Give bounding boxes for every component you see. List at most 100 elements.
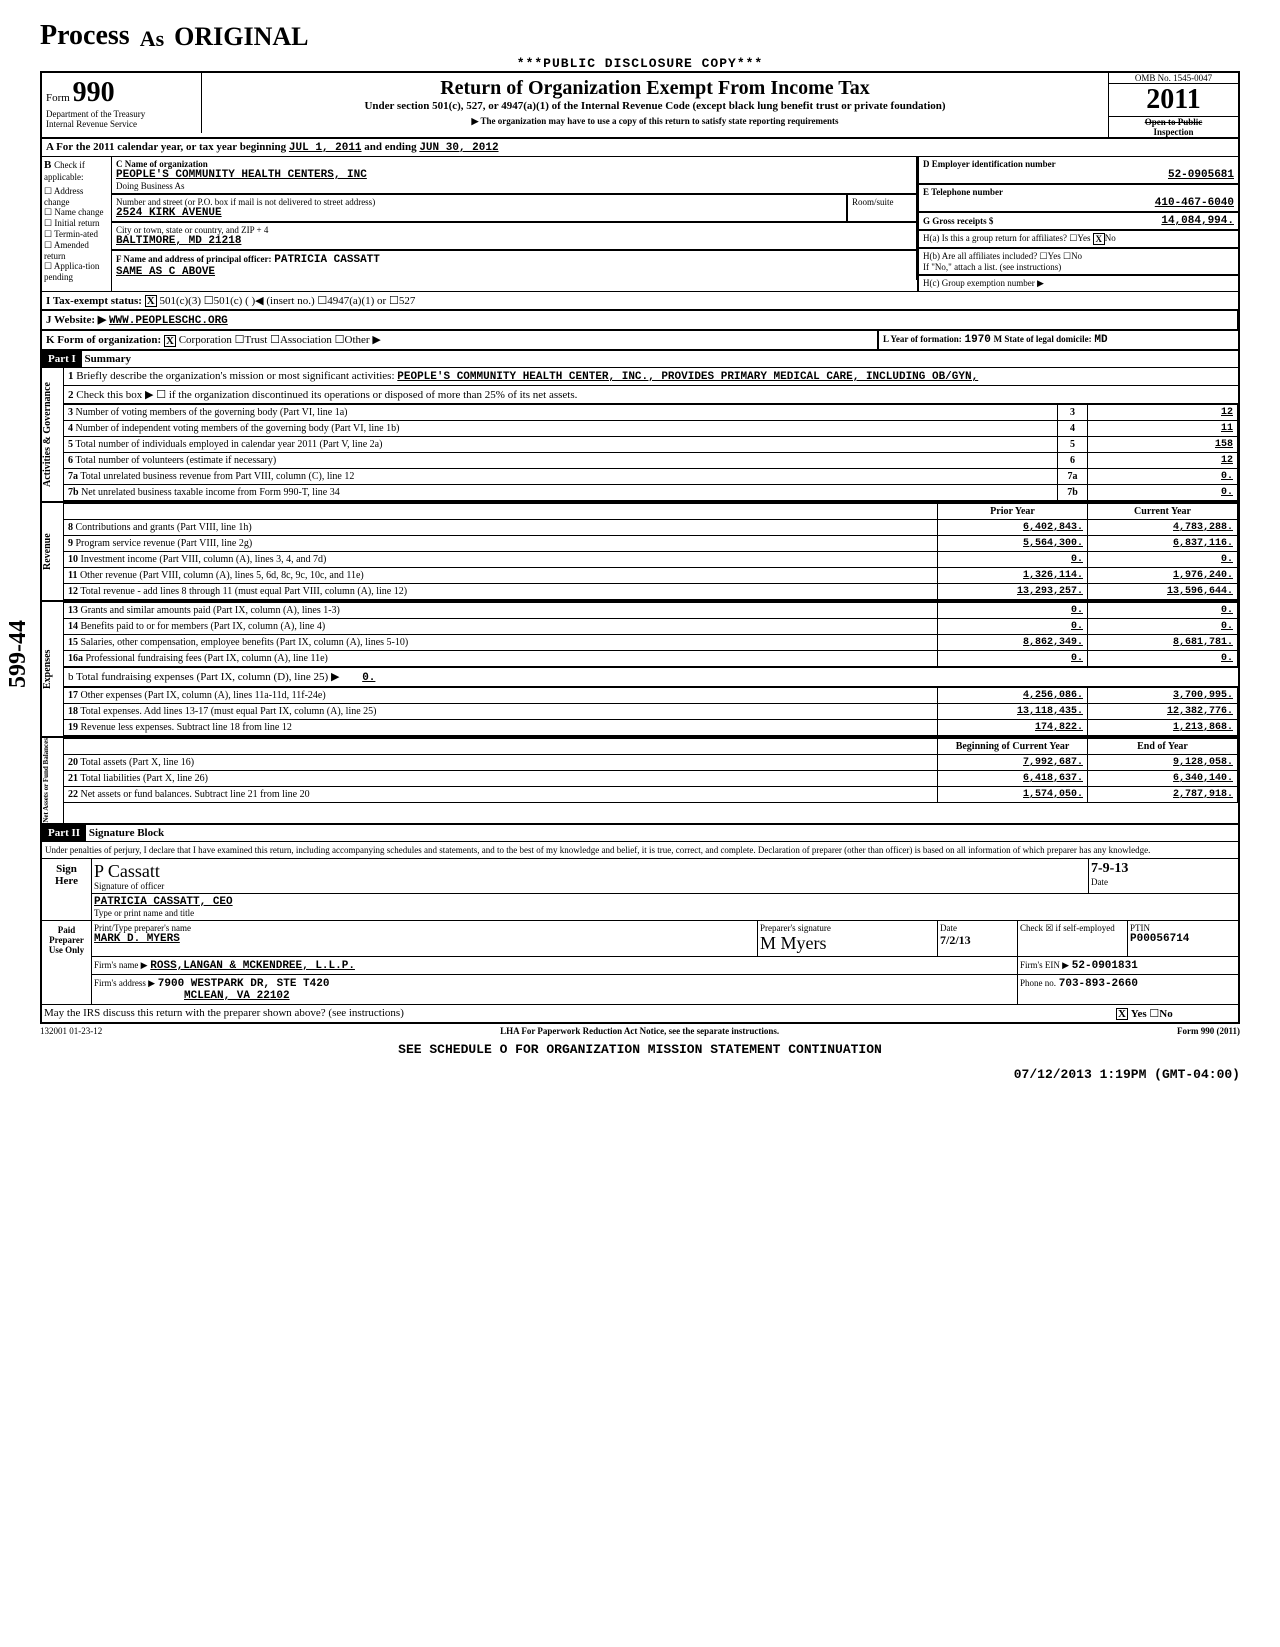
- part2-title: Signature Block: [89, 827, 164, 839]
- g-value: 14,084,994.: [1161, 215, 1234, 227]
- i-501c3: 501(c)(3): [159, 295, 201, 307]
- revenue-table: Prior Year Current Year 8 Contributions …: [64, 503, 1238, 600]
- phone-value: 410-467-6040: [923, 197, 1234, 209]
- prep-signature: M Myers: [760, 933, 935, 954]
- self-employed: Check ☒ if self-employed: [1020, 923, 1125, 934]
- block-b-letter: B: [44, 159, 51, 171]
- firm-addr-label: Firm's address ▶: [94, 978, 155, 988]
- b-item-2: ☐ Initial return: [44, 218, 109, 229]
- form-number: 990: [73, 77, 115, 108]
- line16b-val: 0.: [362, 672, 375, 684]
- i-label: I Tax-exempt status:: [46, 295, 142, 307]
- ha-no-check: X: [1093, 233, 1105, 245]
- hb-label: H(b) Are all affiliates included?: [923, 251, 1037, 261]
- f-label: F Name and address of principal officer:: [116, 254, 272, 264]
- city-label: City or town, state or country, and ZIP …: [116, 225, 912, 235]
- street-value: 2524 KIRK AVENUE: [116, 207, 842, 219]
- i-501c3-x: X: [145, 295, 157, 307]
- d-label: D Employer identification number: [923, 159, 1234, 169]
- l-label: L Year of formation:: [883, 334, 962, 344]
- governance-table: 3 Number of voting members of the govern…: [64, 404, 1238, 501]
- k-assoc: Association: [280, 334, 332, 346]
- footer-see: SEE SCHEDULE O FOR ORGANIZATION MISSION …: [40, 1042, 1240, 1057]
- expenses-table: 13 Grants and similar amounts paid (Part…: [64, 602, 1238, 667]
- firm-name: ROSS,LANGAN & MCKENDREE, L.L.P.: [150, 960, 355, 972]
- tax-year: 2011: [1109, 84, 1238, 116]
- street-label: Number and street (or P.O. box if mail i…: [116, 197, 842, 207]
- l-value: 1970: [965, 334, 991, 346]
- k-corp-x: X: [164, 335, 176, 347]
- i-insert: )◀ (insert no.): [252, 295, 315, 307]
- officer-signature: P Cassatt: [94, 861, 160, 881]
- firm-ein: 52-0901831: [1072, 960, 1138, 972]
- irs-yes: Yes: [1131, 1008, 1147, 1020]
- footer-lha: LHA For Paperwork Reduction Act Notice, …: [102, 1026, 1177, 1036]
- inspection: Inspection: [1109, 127, 1238, 137]
- expenses-table-2: 17 Other expenses (Part IX, column (A), …: [64, 687, 1238, 736]
- hc-label: H(c) Group exemption number ▶: [923, 278, 1044, 288]
- form-word: Form: [46, 92, 70, 104]
- side-governance: Activities & Governance: [42, 368, 63, 501]
- k-label: K Form of organization:: [46, 334, 161, 346]
- firm-phone-label: Phone no.: [1020, 978, 1056, 988]
- col-prior: Prior Year: [938, 503, 1088, 519]
- firm-addr1: 7900 WESTPARK DR, STE T420: [158, 978, 330, 990]
- return-subtitle: Under section 501(c), 527, or 4947(a)(1)…: [216, 100, 1094, 112]
- type-print-label: Type or print name and title: [94, 908, 1236, 918]
- stamp-as: As: [140, 26, 164, 52]
- line-a-end: JUN 30, 2012: [419, 142, 498, 154]
- footer-code: 132001 01-23-12: [40, 1026, 102, 1036]
- b-item-4: ☐ Amended return: [44, 240, 109, 261]
- e-label: E Telephone number: [923, 187, 1234, 197]
- line2-label: Check this box ▶ ☐ if the organization d…: [76, 389, 577, 401]
- irs-discuss: May the IRS discuss this return with the…: [44, 1007, 1116, 1020]
- j-value: WWW.PEOPLESCHC.ORG: [109, 315, 228, 327]
- arrow-note: ▶ The organization may have to use a cop…: [216, 116, 1094, 127]
- officer-name: PATRICIA CASSATT, CEO: [94, 896, 1236, 908]
- b-item-3: ☐ Termin-ated: [44, 229, 109, 240]
- footer-timestamp: 07/12/2013 1:19PM (GMT-04:00): [40, 1067, 1240, 1082]
- line1-label: Briefly describe the organization's miss…: [76, 370, 394, 382]
- firm-phone: 703-893-2660: [1059, 978, 1138, 990]
- side-netassets: Net Assets or Fund Balances: [42, 738, 63, 823]
- return-title: Return of Organization Exempt From Incom…: [216, 77, 1094, 100]
- prep-date: 7/2/13: [940, 933, 1015, 948]
- hb-no: No: [1071, 251, 1082, 261]
- col-current: Current Year: [1088, 503, 1238, 519]
- prep-date-label: Date: [940, 923, 1015, 933]
- part1-label: Part I: [42, 351, 82, 367]
- firm-ein-label: Firm's EIN ▶: [1020, 960, 1069, 970]
- part1-title: Summary: [85, 353, 131, 365]
- sig-officer-label: Signature of officer: [94, 881, 1086, 891]
- m-label: M State of legal domicile:: [994, 334, 1092, 344]
- sig-date-label: Date: [1091, 877, 1236, 887]
- ha-label: H(a) Is this a group return for affiliat…: [923, 233, 1067, 243]
- dba-label: Doing Business As: [116, 181, 912, 191]
- prep-sig-label: Preparer's signature: [760, 923, 935, 933]
- prep-name: MARK D. MYERS: [94, 933, 755, 945]
- b-item-5: ☐ Applica-tion pending: [44, 261, 109, 282]
- b-item-1: ☐ Name change: [44, 207, 109, 218]
- omb-number: OMB No. 1545-0047: [1109, 73, 1238, 84]
- open-public: Open to Public: [1109, 116, 1238, 127]
- ein-value: 52-0905681: [923, 169, 1234, 181]
- i-501c: 501(c) (: [214, 295, 249, 307]
- hb-yes: Yes: [1048, 251, 1061, 261]
- stamp-original: ORIGINAL: [174, 22, 308, 52]
- paid-preparer: Paid Preparer Use Only: [46, 925, 87, 955]
- j-label: J Website: ▶: [46, 314, 106, 326]
- irs-label: Internal Revenue Service: [46, 119, 197, 129]
- hb-note: If "No," attach a list. (see instruction…: [923, 262, 1234, 272]
- room-label: Room/suite: [852, 197, 912, 207]
- sign-here: Sign Here: [46, 863, 87, 887]
- ha-yes: Yes: [1077, 233, 1090, 243]
- k-trust: Trust: [244, 334, 267, 346]
- line16b-label: b Total fundraising expenses (Part IX, c…: [68, 671, 339, 683]
- part2-label: Part II: [42, 825, 86, 841]
- dept-treasury: Department of the Treasury: [46, 109, 197, 119]
- side-revenue: Revenue: [42, 503, 63, 600]
- irs-no: No: [1159, 1008, 1172, 1020]
- line1-text: PEOPLE'S COMMUNITY HEALTH CENTER, INC., …: [397, 371, 978, 383]
- f-name: PATRICIA CASSATT: [274, 254, 380, 266]
- org-name: PEOPLE'S COMMUNITY HEALTH CENTERS, INC: [116, 169, 912, 181]
